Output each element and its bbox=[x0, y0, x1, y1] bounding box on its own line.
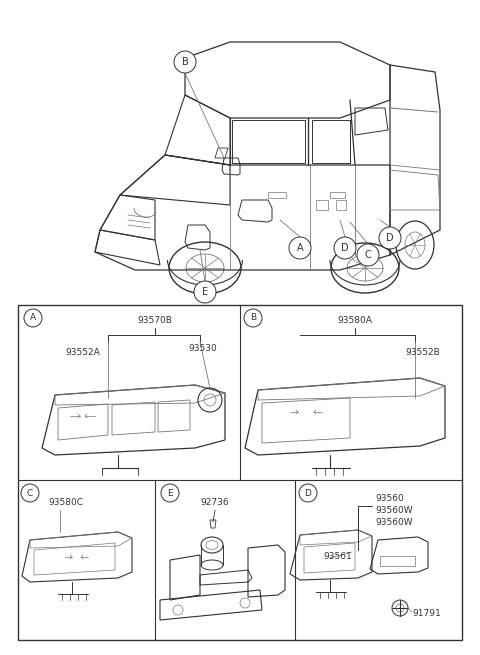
Circle shape bbox=[289, 237, 311, 259]
Text: A: A bbox=[297, 243, 303, 253]
Text: 92736: 92736 bbox=[201, 498, 229, 507]
Text: 93530: 93530 bbox=[188, 344, 217, 353]
Text: 93560: 93560 bbox=[375, 494, 404, 503]
Circle shape bbox=[174, 51, 196, 73]
Bar bbox=[268, 192, 286, 198]
Circle shape bbox=[21, 484, 39, 502]
Text: 93560W: 93560W bbox=[375, 506, 413, 515]
Bar bbox=[380, 556, 415, 566]
Circle shape bbox=[357, 244, 379, 266]
Bar bbox=[336, 200, 346, 210]
Text: 93552B: 93552B bbox=[405, 348, 440, 357]
Text: 93560W: 93560W bbox=[375, 518, 413, 527]
Circle shape bbox=[334, 237, 356, 259]
Bar bbox=[316, 200, 328, 210]
Text: A: A bbox=[30, 314, 36, 322]
Text: E: E bbox=[167, 489, 173, 498]
Text: 93580C: 93580C bbox=[48, 498, 83, 507]
Circle shape bbox=[379, 227, 401, 249]
Text: D: D bbox=[341, 243, 349, 253]
Circle shape bbox=[161, 484, 179, 502]
Bar bbox=[330, 192, 345, 198]
Text: D: D bbox=[305, 489, 312, 498]
Text: 91791: 91791 bbox=[412, 610, 441, 618]
Circle shape bbox=[24, 309, 42, 327]
Text: 93580A: 93580A bbox=[337, 316, 372, 325]
Bar bbox=[18, 305, 462, 640]
Text: B: B bbox=[250, 314, 256, 322]
Text: 93561: 93561 bbox=[323, 552, 352, 561]
Circle shape bbox=[194, 281, 216, 303]
Text: B: B bbox=[181, 57, 188, 67]
Text: 93552A: 93552A bbox=[65, 348, 100, 357]
Text: C: C bbox=[27, 489, 33, 498]
Text: 93570B: 93570B bbox=[138, 316, 172, 325]
Text: E: E bbox=[202, 287, 208, 297]
Circle shape bbox=[299, 484, 317, 502]
Circle shape bbox=[244, 309, 262, 327]
Text: D: D bbox=[386, 233, 394, 243]
Text: C: C bbox=[365, 250, 372, 260]
